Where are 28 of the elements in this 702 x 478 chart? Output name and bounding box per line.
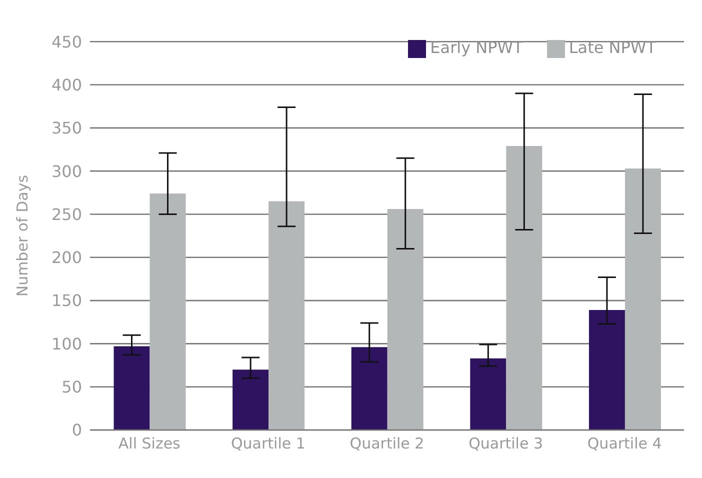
legend-label: Early NPWT	[430, 38, 523, 57]
x-tick-label: Quartile 3	[468, 434, 544, 453]
bar	[268, 201, 305, 430]
y-tick-label: 200	[51, 248, 82, 268]
y-axis-title: Number of Days	[13, 174, 32, 297]
bar	[114, 346, 150, 430]
bar	[624, 168, 661, 430]
y-tick-label: 450	[51, 32, 82, 52]
x-tick-label: Quartile 1	[230, 434, 306, 453]
bar	[351, 347, 388, 430]
legend-label: Late NPWT	[568, 38, 656, 57]
y-tick-label: 100	[51, 334, 82, 354]
y-tick-label: 350	[51, 118, 82, 138]
y-tick-label: 0	[72, 420, 82, 440]
bar	[470, 358, 506, 430]
y-tick-label: 50	[62, 378, 82, 397]
bar	[588, 310, 625, 430]
y-tick-label: 400	[51, 75, 82, 94]
x-tick-label: Quartile 4	[587, 434, 662, 453]
x-tick-label: All Sizes	[118, 434, 181, 453]
y-tick-label: 150	[51, 291, 82, 310]
y-tick-label: 300	[51, 162, 82, 181]
bar	[150, 194, 186, 430]
bar	[387, 209, 424, 430]
y-tick-label: 250	[51, 204, 82, 224]
bar	[232, 370, 269, 430]
bar	[506, 146, 542, 430]
x-tick-label: Quartile 2	[350, 434, 424, 453]
